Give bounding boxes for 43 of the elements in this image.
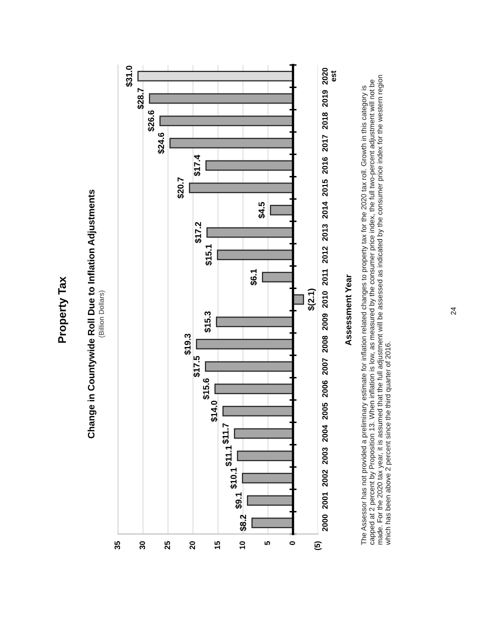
data-label: $15.3 xyxy=(204,311,212,332)
data-label: $31.0 xyxy=(126,66,133,87)
data-label: $15.6 xyxy=(202,378,210,400)
bar xyxy=(251,518,294,528)
bar xyxy=(159,116,294,126)
text: Property Tax xyxy=(58,276,68,343)
bar xyxy=(216,250,294,260)
bar xyxy=(270,204,294,216)
bar xyxy=(222,406,294,416)
bar xyxy=(148,93,294,104)
data-label: $(2.1) xyxy=(308,288,316,311)
data-label: $17.2 xyxy=(194,222,202,244)
text: Change in Countywide Roll Due to Inflation Adjustments xyxy=(88,190,96,438)
bar xyxy=(246,495,294,506)
data-label: $10.1 xyxy=(230,468,238,489)
data-label: $26.6 xyxy=(148,110,155,132)
data-label: $28.7 xyxy=(137,88,144,110)
data-label: $9.1 xyxy=(235,492,242,509)
data-label: $4.5 xyxy=(258,202,266,218)
data-label: $14.0 xyxy=(210,400,218,422)
bar xyxy=(205,160,294,171)
bar xyxy=(262,272,294,282)
y-axis-title: Assessment Year xyxy=(345,274,352,346)
data-label: $24.6 xyxy=(158,132,165,154)
data-label: $6.1 xyxy=(250,269,258,286)
bar xyxy=(206,227,294,238)
data-label: $8.2 xyxy=(240,514,247,532)
bar xyxy=(242,472,294,484)
bar xyxy=(169,138,294,148)
data-label: $11.7 xyxy=(222,423,230,444)
bar xyxy=(214,384,294,394)
bar xyxy=(188,182,294,194)
data-label: $11.1 xyxy=(225,446,232,466)
data-label: $19.3 xyxy=(184,334,192,355)
data-label: $20.7 xyxy=(177,177,184,198)
data-label: $17.5 xyxy=(193,356,200,378)
bar xyxy=(234,428,294,439)
bar xyxy=(204,361,294,372)
data-label: $15.1 xyxy=(205,244,212,266)
bar xyxy=(196,338,294,350)
data-label: $17.4 xyxy=(194,154,201,176)
bar xyxy=(216,316,294,328)
bar xyxy=(236,450,294,462)
